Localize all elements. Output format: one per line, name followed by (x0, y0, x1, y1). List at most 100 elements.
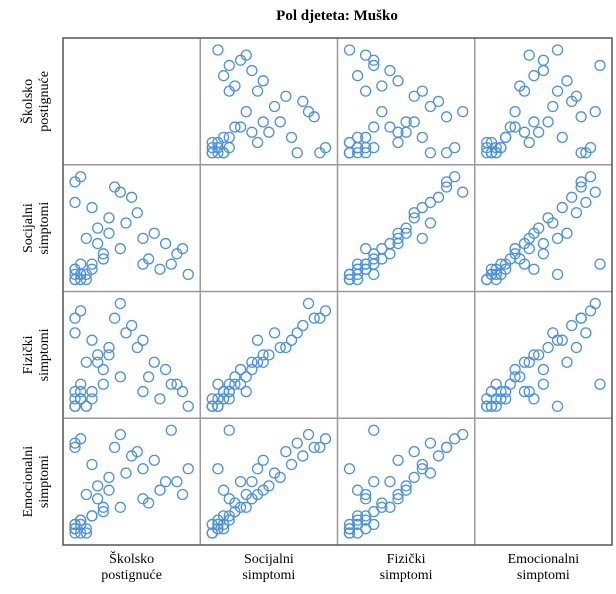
point (319, 433, 332, 445)
point (165, 378, 177, 390)
point (217, 523, 230, 535)
point (384, 475, 396, 488)
point (551, 268, 564, 281)
point (137, 463, 149, 475)
point (114, 186, 126, 198)
point (440, 147, 453, 159)
point (368, 141, 380, 154)
point (509, 106, 521, 118)
point (274, 116, 286, 128)
point (212, 378, 224, 390)
point (217, 385, 230, 398)
point (594, 378, 606, 390)
point (97, 501, 109, 513)
point (206, 400, 218, 412)
point (274, 471, 286, 483)
point (280, 90, 292, 102)
point (69, 393, 81, 405)
point (86, 458, 98, 471)
point (481, 400, 493, 412)
point (75, 305, 87, 317)
point (314, 441, 326, 454)
point (92, 237, 104, 250)
point (206, 527, 218, 539)
point (537, 363, 550, 376)
point (223, 131, 235, 143)
point (509, 243, 521, 255)
point (384, 64, 396, 77)
point (408, 116, 420, 128)
point (171, 475, 183, 488)
point (343, 523, 356, 535)
point (537, 248, 550, 260)
point (575, 147, 587, 159)
point (240, 488, 252, 501)
point (384, 501, 396, 513)
point (212, 393, 224, 405)
point (368, 424, 380, 436)
point (229, 121, 241, 133)
point (125, 450, 138, 462)
point (432, 191, 445, 203)
point (528, 393, 540, 405)
point (274, 341, 286, 354)
point (449, 141, 461, 154)
point (551, 85, 564, 97)
point (176, 488, 189, 501)
point (523, 49, 535, 61)
point (285, 458, 298, 471)
point (392, 126, 404, 138)
point (528, 349, 540, 361)
row-label: Socijalnisimptomi (21, 202, 52, 255)
point (416, 85, 428, 97)
point (440, 181, 453, 193)
point (537, 64, 550, 77)
point (234, 501, 247, 513)
point (495, 393, 507, 405)
point (584, 171, 597, 183)
point (392, 454, 404, 466)
point (80, 400, 92, 412)
point (69, 327, 81, 339)
point (251, 463, 264, 475)
point (408, 471, 420, 483)
point (223, 493, 235, 505)
point (351, 70, 364, 82)
point (69, 176, 81, 188)
point (360, 131, 372, 143)
column-label: Emocionalni simptomi (508, 552, 580, 583)
point (148, 356, 160, 368)
point (400, 480, 412, 492)
point (408, 446, 420, 458)
point (319, 305, 332, 317)
point (518, 237, 531, 250)
point (114, 297, 126, 310)
point (589, 106, 601, 118)
point (92, 480, 104, 492)
point (400, 484, 412, 496)
point (551, 44, 564, 56)
point (368, 253, 380, 265)
point (240, 49, 252, 61)
point (392, 493, 404, 505)
point (360, 493, 372, 505)
point (566, 319, 578, 332)
point (528, 227, 540, 239)
point (229, 80, 241, 92)
point (148, 454, 160, 466)
point (148, 227, 160, 239)
point (240, 106, 252, 118)
point (223, 514, 235, 526)
point (580, 147, 592, 159)
point (376, 106, 388, 118)
point (291, 437, 303, 449)
point (246, 363, 258, 376)
point (234, 363, 247, 376)
point (80, 527, 92, 539)
point (103, 471, 115, 483)
point (509, 248, 521, 260)
point (440, 111, 453, 123)
point (509, 121, 521, 133)
point (80, 488, 92, 501)
point (75, 527, 87, 539)
